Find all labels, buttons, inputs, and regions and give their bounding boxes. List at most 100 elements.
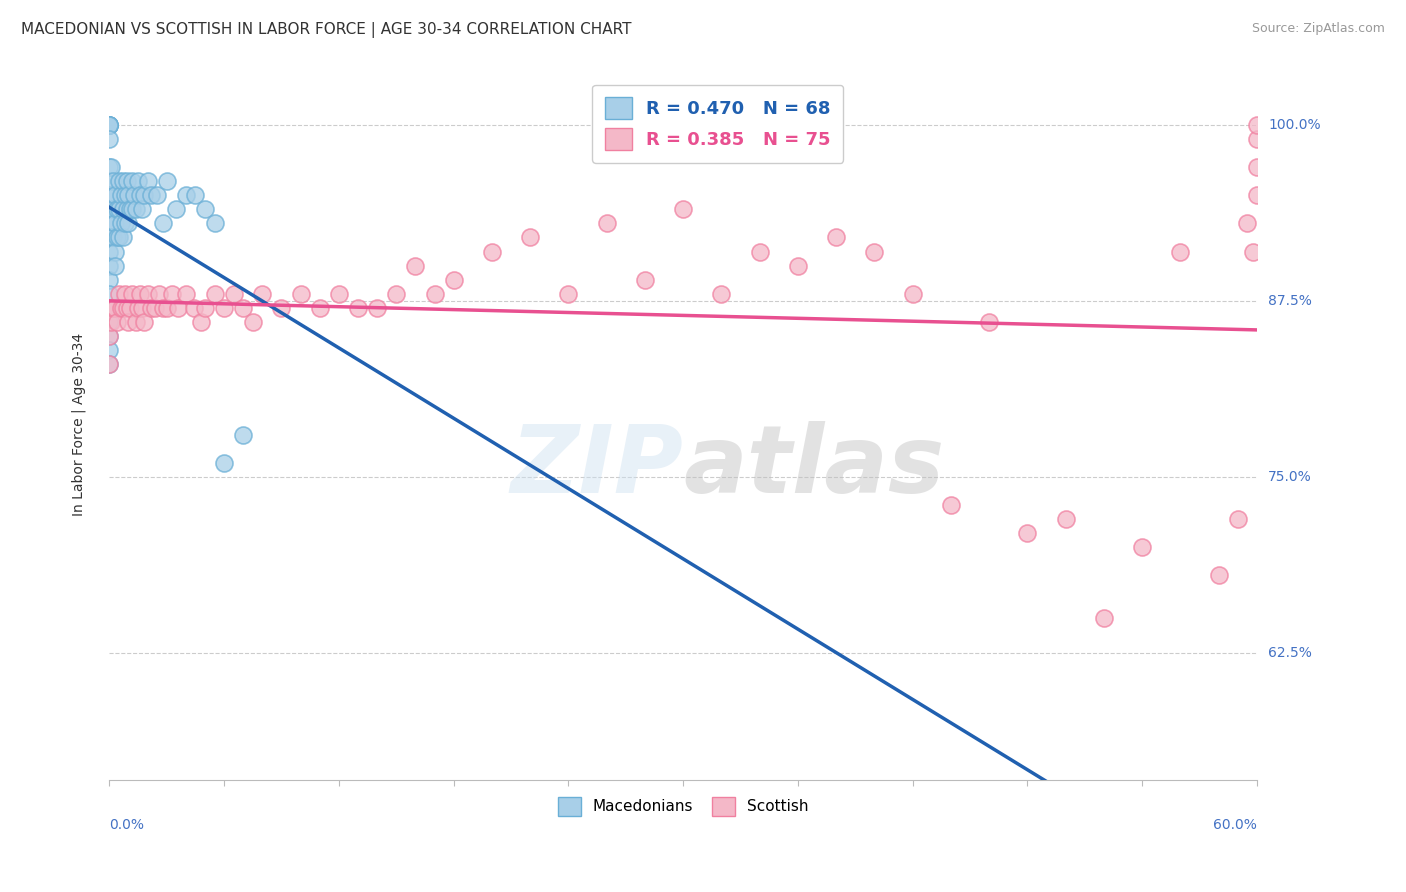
- Point: [100, 230, 122, 244]
- Point: [100, 160, 122, 174]
- Point: [125, 315, 148, 329]
- Point: [204, 286, 226, 301]
- Text: 75.0%: 75.0%: [1268, 470, 1312, 483]
- Text: MACEDONIAN VS SCOTTISH IN LABOR FORCE | AGE 30-34 CORRELATION CHART: MACEDONIAN VS SCOTTISH IN LABOR FORCE | …: [21, 22, 631, 38]
- Point: [100, 216, 122, 230]
- Point: [136, 174, 159, 188]
- Point: [98, 244, 121, 259]
- Point: [98, 343, 121, 357]
- Point: [104, 244, 127, 259]
- Point: [98, 357, 121, 371]
- Point: [120, 301, 142, 315]
- Point: [1092, 610, 1115, 624]
- Point: [108, 174, 131, 188]
- Point: [165, 202, 187, 217]
- Y-axis label: In Labor Force | Age 30-34: In Labor Force | Age 30-34: [72, 333, 86, 516]
- Point: [101, 301, 124, 315]
- Point: [423, 286, 446, 301]
- Point: [194, 202, 217, 217]
- Point: [110, 188, 132, 202]
- Point: [104, 259, 127, 273]
- Point: [901, 286, 924, 301]
- Point: [1246, 118, 1268, 132]
- Point: [222, 286, 245, 301]
- Point: [385, 286, 408, 301]
- Point: [98, 230, 121, 244]
- Point: [111, 301, 134, 315]
- Point: [98, 259, 121, 273]
- Point: [232, 301, 254, 315]
- Point: [98, 118, 121, 132]
- Point: [270, 301, 292, 315]
- Text: 100.0%: 100.0%: [1268, 118, 1320, 132]
- Point: [787, 259, 810, 273]
- Point: [98, 188, 121, 202]
- Point: [1246, 188, 1268, 202]
- Point: [242, 315, 264, 329]
- Point: [131, 202, 153, 217]
- Point: [125, 202, 148, 217]
- Point: [121, 202, 143, 217]
- Point: [443, 273, 465, 287]
- Point: [481, 244, 503, 259]
- Point: [1208, 568, 1230, 582]
- Point: [557, 286, 579, 301]
- Text: 0.0%: 0.0%: [110, 818, 145, 832]
- Point: [110, 301, 132, 315]
- Point: [121, 174, 143, 188]
- Point: [98, 286, 121, 301]
- Text: 87.5%: 87.5%: [1268, 293, 1312, 308]
- Text: atlas: atlas: [683, 421, 945, 513]
- Point: [290, 286, 312, 301]
- Point: [104, 216, 127, 230]
- Point: [366, 301, 388, 315]
- Point: [108, 286, 131, 301]
- Point: [115, 202, 138, 217]
- Point: [1246, 160, 1268, 174]
- Point: [110, 216, 132, 230]
- Point: [120, 202, 142, 217]
- Point: [114, 286, 136, 301]
- Point: [98, 118, 121, 132]
- Point: [595, 216, 617, 230]
- Point: [748, 244, 770, 259]
- Point: [122, 188, 145, 202]
- Point: [825, 230, 848, 244]
- Point: [111, 230, 134, 244]
- Point: [104, 188, 127, 202]
- Point: [143, 301, 166, 315]
- Point: [308, 301, 330, 315]
- Point: [115, 301, 138, 315]
- Point: [863, 244, 886, 259]
- Point: [1246, 132, 1268, 146]
- Point: [634, 273, 657, 287]
- Point: [98, 216, 121, 230]
- Point: [114, 188, 136, 202]
- Point: [141, 301, 163, 315]
- Point: [183, 301, 205, 315]
- Point: [1130, 540, 1153, 554]
- Point: [117, 315, 139, 329]
- Point: [98, 160, 121, 174]
- Point: [710, 286, 733, 301]
- Point: [104, 301, 127, 315]
- Point: [105, 315, 128, 329]
- Point: [111, 174, 134, 188]
- Point: [148, 286, 170, 301]
- Point: [105, 202, 128, 217]
- Point: [519, 230, 541, 244]
- Point: [1236, 216, 1258, 230]
- Point: [100, 315, 122, 329]
- Point: [184, 188, 207, 202]
- Point: [194, 301, 217, 315]
- Point: [328, 286, 350, 301]
- Point: [101, 230, 124, 244]
- Point: [204, 216, 226, 230]
- Point: [404, 259, 426, 273]
- Point: [167, 301, 190, 315]
- Point: [162, 286, 184, 301]
- Point: [98, 118, 121, 132]
- Point: [212, 456, 235, 470]
- Point: [98, 301, 121, 315]
- Point: [132, 315, 155, 329]
